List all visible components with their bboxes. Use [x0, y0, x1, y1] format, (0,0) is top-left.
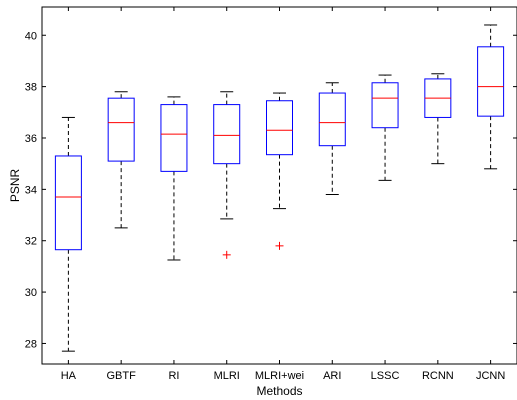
x-tick-label: RCNN — [422, 370, 454, 382]
y-tick-label: 40 — [25, 30, 37, 42]
iqr-box — [54, 155, 82, 251]
box-ha — [54, 116, 82, 352]
iqr-box — [477, 46, 505, 117]
x-tick-label: RI — [168, 370, 179, 382]
x-axis-ticks: HA GBTF RI MLRI MLRI+wei ARI LSSC RCNN JCNN — [61, 7, 505, 382]
box-series — [54, 24, 505, 352]
box-jcnn — [477, 24, 505, 170]
iqr-box — [107, 97, 135, 162]
box-mlri — [213, 91, 241, 259]
y-tick-label: 28 — [25, 338, 37, 350]
x-tick-label: MLRI+wei — [255, 370, 304, 382]
x-tick-label: ARI — [323, 370, 341, 382]
box-gbtf — [107, 91, 135, 229]
iqr-box — [371, 82, 399, 129]
outlier-marker — [222, 250, 231, 259]
iqr-box — [160, 104, 188, 172]
box-rcnn — [424, 73, 452, 165]
box-ri — [160, 96, 188, 261]
x-axis-label: Methods — [256, 384, 302, 398]
y-tick-label: 36 — [25, 133, 37, 145]
outlier-marker — [275, 241, 284, 250]
iqr-box — [266, 100, 293, 156]
y-tick-label: 34 — [25, 184, 37, 196]
x-tick-label: JCNN — [476, 370, 505, 382]
box-lssc — [371, 74, 399, 181]
box-ari — [318, 82, 346, 195]
iqr-box — [213, 104, 241, 165]
y-axis-ticks: 28 30 32 34 36 38 40 — [25, 30, 517, 350]
y-tick-label: 38 — [25, 82, 37, 94]
iqr-box — [318, 92, 346, 147]
y-tick-label: 30 — [25, 287, 37, 299]
y-axis-label: PSNR — [8, 168, 22, 202]
x-tick-label: HA — [61, 370, 77, 382]
x-tick-label: LSSC — [371, 370, 400, 382]
x-tick-label: GBTF — [106, 370, 136, 382]
box-mlri-wei — [266, 92, 293, 250]
y-tick-label: 32 — [25, 236, 37, 248]
x-tick-label: MLRI — [214, 370, 240, 382]
